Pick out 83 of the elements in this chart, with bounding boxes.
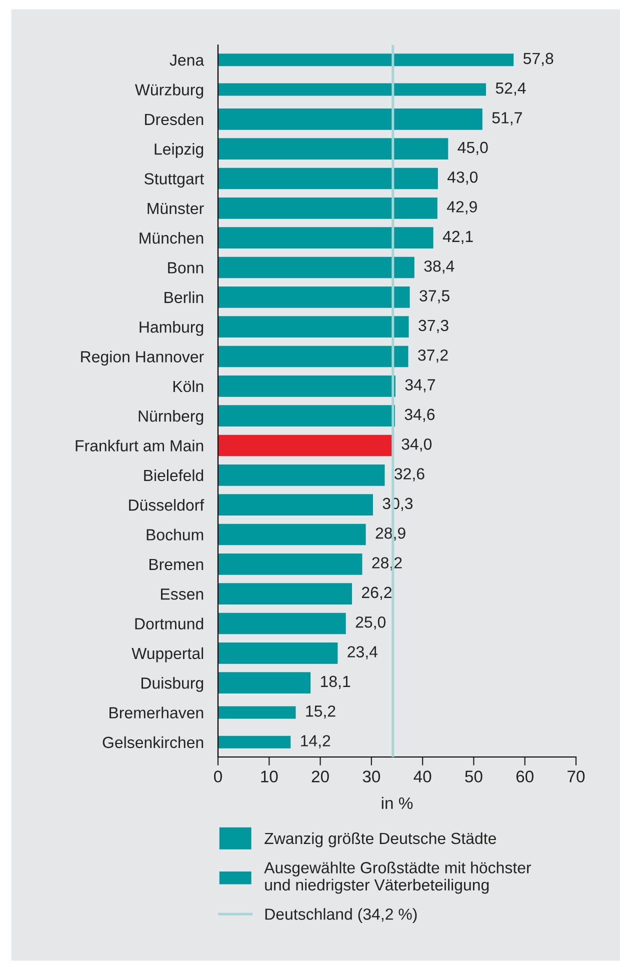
data-label: 45,0 bbox=[458, 142, 488, 156]
y-tick-label: Dresden bbox=[145, 113, 204, 126]
legend-label: Ausgewählte Großstädte mit höchster und niedrigster Väterbeteiligung bbox=[264, 862, 532, 894]
data-label: 34,6 bbox=[404, 408, 435, 422]
y-tick-label: Wuppertal bbox=[132, 647, 204, 662]
data-label: 34,0 bbox=[402, 438, 432, 452]
x-tick-label: 20 bbox=[312, 770, 329, 782]
y-tick-label: Region Hannover bbox=[81, 350, 204, 366]
data-label: 43,0 bbox=[447, 171, 478, 185]
bar bbox=[218, 494, 373, 516]
bar bbox=[218, 346, 408, 368]
bar bbox=[218, 197, 438, 219]
y-tick-label: Bremen bbox=[150, 558, 204, 570]
y-tick-label: Stuttgart bbox=[144, 173, 204, 188]
data-label: 52,4 bbox=[496, 82, 526, 96]
bar bbox=[218, 434, 392, 456]
x-tick-label: 60 bbox=[516, 770, 534, 782]
data-label: 28,2 bbox=[372, 557, 402, 570]
y-tick-label: Düsseldorf bbox=[129, 499, 204, 511]
y-tick-label: Münster bbox=[148, 202, 204, 214]
data-label: 32,6 bbox=[394, 468, 424, 482]
x-tick-label: 30 bbox=[362, 770, 380, 782]
y-tick-label: Berlin bbox=[164, 291, 204, 304]
bar bbox=[218, 736, 291, 748]
bar bbox=[218, 524, 366, 546]
data-label: 42,1 bbox=[442, 230, 473, 244]
data-label: 51,7 bbox=[492, 112, 522, 126]
y-tick-label: Essen bbox=[161, 588, 204, 600]
data-label: 34,7 bbox=[405, 379, 435, 392]
y-tick-label: Jena bbox=[170, 54, 204, 66]
x-tick-label: 70 bbox=[568, 770, 585, 782]
y-tick-label: Dortmund bbox=[135, 618, 204, 630]
data-label: 14,2 bbox=[301, 735, 330, 748]
bar bbox=[218, 256, 414, 278]
y-tick-label: Duisburg bbox=[142, 677, 204, 692]
data-label: 38,4 bbox=[424, 260, 454, 274]
y-tick-label: Frankfurt am Main bbox=[76, 440, 204, 452]
bar bbox=[218, 375, 396, 397]
y-tick-label: Bonn bbox=[168, 262, 204, 274]
bar bbox=[218, 54, 514, 66]
data-label: 15,2 bbox=[306, 705, 336, 719]
bar bbox=[218, 83, 486, 96]
data-label: 18,1 bbox=[320, 676, 350, 690]
bar bbox=[218, 405, 395, 427]
legend-label: Deutschland (34,2 %) bbox=[265, 908, 417, 923]
data-label: 42,9 bbox=[446, 201, 477, 214]
data-label: 37,3 bbox=[418, 320, 448, 334]
bar bbox=[218, 464, 385, 486]
data-label: 37,2 bbox=[418, 349, 448, 363]
x-tick-label: 40 bbox=[414, 770, 432, 782]
y-tick-label: München bbox=[140, 232, 204, 244]
y-tick-label: Nürnberg bbox=[138, 410, 204, 425]
bar bbox=[218, 168, 438, 190]
bar bbox=[218, 706, 296, 719]
y-tick-label: Bielefeld bbox=[144, 469, 204, 482]
bar bbox=[218, 612, 346, 634]
data-label: 23,4 bbox=[348, 646, 378, 660]
bar bbox=[218, 286, 410, 308]
data-label: 25,0 bbox=[356, 616, 386, 630]
y-tick-label: Gelsenkirchen bbox=[102, 736, 204, 748]
data-label: 37,5 bbox=[420, 290, 450, 304]
y-tick-label: Leipzig bbox=[154, 143, 204, 158]
bar bbox=[218, 583, 352, 605]
y-tick-label: Hamburg bbox=[140, 321, 204, 336]
legend-label: Zwanzig größte Deutsche Städte bbox=[264, 832, 496, 848]
x-tick-label: 50 bbox=[465, 770, 482, 782]
y-tick-label: Bremerhaven bbox=[110, 706, 204, 718]
x-axis-title: in % bbox=[382, 796, 413, 810]
x-tick-label: 10 bbox=[261, 770, 278, 782]
data-label: 28,9 bbox=[376, 527, 406, 541]
bar bbox=[218, 672, 311, 694]
bar bbox=[218, 642, 338, 664]
y-tick-label: Bochum bbox=[146, 528, 204, 540]
bar bbox=[218, 227, 434, 249]
y-tick-label: Köln bbox=[173, 380, 204, 392]
y-tick-label: Würzburg bbox=[134, 84, 204, 99]
data-label: 57,8 bbox=[523, 52, 554, 66]
bar bbox=[218, 553, 362, 575]
bar bbox=[218, 138, 448, 160]
bar bbox=[218, 316, 409, 338]
bar bbox=[218, 108, 482, 130]
x-tick-label: 0 bbox=[214, 770, 222, 782]
data-label: 26,2 bbox=[362, 586, 392, 600]
